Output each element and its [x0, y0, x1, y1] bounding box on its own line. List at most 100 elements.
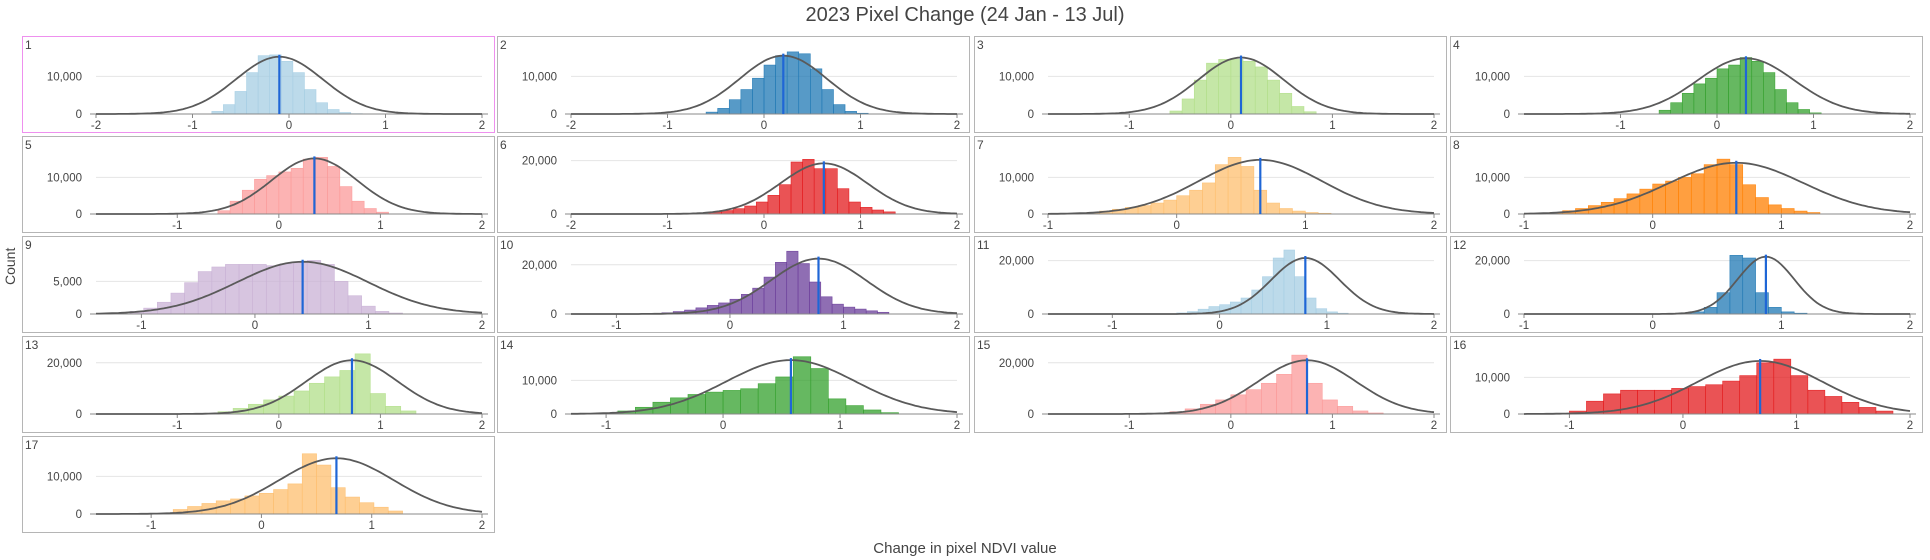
y-tick-label: 10,000 — [522, 71, 557, 83]
y-tick-label: 20,000 — [1475, 256, 1510, 268]
panel-label: 15 — [977, 338, 991, 352]
y-tick-label: 0 — [76, 209, 82, 221]
histogram-bar — [359, 502, 375, 515]
histogram-bar — [280, 60, 294, 115]
x-tick-label: 2 — [1431, 220, 1437, 232]
x-tick-label: 2 — [1431, 320, 1437, 332]
histogram-bar — [1189, 189, 1203, 215]
y-tick-label: 0 — [551, 409, 557, 421]
histogram-bar — [1728, 64, 1741, 115]
histogram-bar — [1763, 72, 1776, 115]
histogram-bar — [1781, 208, 1795, 215]
histogram-bar — [722, 390, 741, 415]
histogram-panel-6[interactable]: 6 0 20,000 -2 -1 0 1 2 — [497, 136, 970, 233]
normal-curve — [571, 257, 958, 315]
histogram-panel-17[interactable]: 17 0 10,000 -1 0 1 2 — [22, 436, 495, 533]
histogram-bar — [1665, 180, 1679, 215]
y-tick-label: 10,000 — [999, 172, 1034, 184]
histogram-bar — [1671, 388, 1689, 415]
histogram-panel-1[interactable]: 1 0 10,000 -2 -1 0 1 2 — [22, 36, 495, 133]
histogram-bar — [293, 261, 308, 315]
x-tick-label: 2 — [954, 120, 960, 132]
histogram-bar — [740, 89, 753, 115]
histogram-bar — [292, 72, 305, 115]
x-tick-label: -1 — [1124, 120, 1134, 132]
histogram-bar — [732, 208, 745, 215]
histogram-bar — [1163, 199, 1177, 215]
histogram-bar — [278, 171, 292, 215]
y-tick-label: 0 — [1028, 309, 1034, 321]
histogram-panel-2[interactable]: 2 0 10,000 -2 -1 0 1 2 — [497, 36, 970, 133]
panel-label: 10 — [500, 238, 514, 252]
y-tick-label: 0 — [76, 509, 82, 521]
x-tick-label: -1 — [1564, 420, 1574, 432]
x-tick-label: 2 — [1907, 320, 1913, 332]
histogram-bar — [385, 406, 402, 415]
histogram-panel-11[interactable]: 11 0 20,000 -1 0 1 2 — [974, 236, 1447, 333]
x-tick-label: 0 — [761, 220, 767, 232]
y-tick-label: 10,000 — [1475, 372, 1510, 384]
x-tick-label: -1 — [611, 320, 621, 332]
histogram-bar — [334, 281, 349, 315]
histogram-bar — [1797, 109, 1810, 115]
normal-curve — [571, 359, 958, 415]
histogram-panel-8[interactable]: 8 0 10,000 -1 0 1 2 — [1450, 136, 1923, 233]
y-tick-label: 0 — [1028, 209, 1034, 221]
x-tick-label: 0 — [761, 120, 767, 132]
histogram-panel-4[interactable]: 4 0 10,000 -1 0 1 2 — [1450, 36, 1923, 133]
y-tick-label: 10,000 — [47, 172, 82, 184]
panel-border — [497, 136, 970, 233]
histogram-bar — [757, 383, 776, 415]
panel-label: 13 — [25, 338, 39, 352]
x-tick-label: 1 — [840, 320, 846, 332]
histogram-bar — [197, 271, 213, 315]
histogram-bar — [1254, 66, 1268, 115]
panel-label: 3 — [977, 38, 984, 52]
histogram-bar — [1321, 399, 1338, 415]
histogram-bar — [1654, 389, 1672, 415]
histogram-bar — [1678, 177, 1692, 215]
histogram-panel-10[interactable]: 10 0 20,000 -1 0 1 2 — [497, 236, 970, 333]
histogram-bar — [1755, 197, 1769, 215]
histogram-bar — [1137, 205, 1152, 215]
histogram-panel-9[interactable]: 9 0 5,000 -1 0 1 2 — [22, 236, 495, 333]
histogram-bar — [786, 250, 799, 315]
panel-label: 2 — [500, 38, 507, 52]
y-tick-label: 0 — [76, 409, 82, 421]
histogram-bar — [843, 306, 856, 315]
normal-curve — [1523, 360, 1911, 415]
histogram-bar — [225, 264, 240, 315]
x-tick-label: 0 — [252, 320, 258, 332]
histogram-bar — [744, 205, 757, 215]
histogram-bar — [293, 390, 310, 415]
histogram-bar — [254, 178, 267, 215]
x-tick-label: 1 — [1778, 220, 1784, 232]
histogram-panel-5[interactable]: 5 0 10,000 -1 0 1 2 — [22, 136, 495, 233]
histogram-bar — [1786, 102, 1799, 115]
histogram-bar — [740, 388, 759, 415]
panel-border — [1450, 336, 1923, 433]
histogram-bar — [1218, 59, 1232, 115]
panel-label: 7 — [977, 138, 984, 152]
histogram-panel-13[interactable]: 13 0 20,000 -1 0 1 2 — [22, 336, 495, 433]
x-tick-label: 1 — [1329, 120, 1335, 132]
histogram-bar — [344, 496, 360, 515]
histogram-panel-7[interactable]: 7 0 10,000 -1 0 1 2 — [974, 136, 1447, 233]
histogram-bar — [825, 168, 838, 215]
y-tick-label: 10,000 — [1475, 172, 1510, 184]
y-tick-label: 0 — [1504, 109, 1510, 121]
x-axis-title: Change in pixel NDVI value — [873, 540, 1057, 557]
panel-border — [497, 236, 970, 333]
histogram-panel-16[interactable]: 16 0 10,000 -1 0 1 2 — [1450, 336, 1923, 433]
x-tick-label: -1 — [1124, 420, 1134, 432]
histogram-panel-3[interactable]: 3 0 10,000 -1 0 1 2 — [974, 36, 1447, 133]
histogram-bar — [246, 72, 259, 115]
histogram-panel-14[interactable]: 14 0 10,000 -1 0 1 2 — [497, 336, 970, 433]
x-tick-label: 0 — [286, 120, 292, 132]
x-tick-label: 2 — [954, 320, 960, 332]
panel-label: 8 — [1453, 138, 1460, 152]
histogram-panel-15[interactable]: 15 0 20,000 -1 0 1 2 — [974, 336, 1447, 433]
histogram-bar — [786, 51, 800, 115]
